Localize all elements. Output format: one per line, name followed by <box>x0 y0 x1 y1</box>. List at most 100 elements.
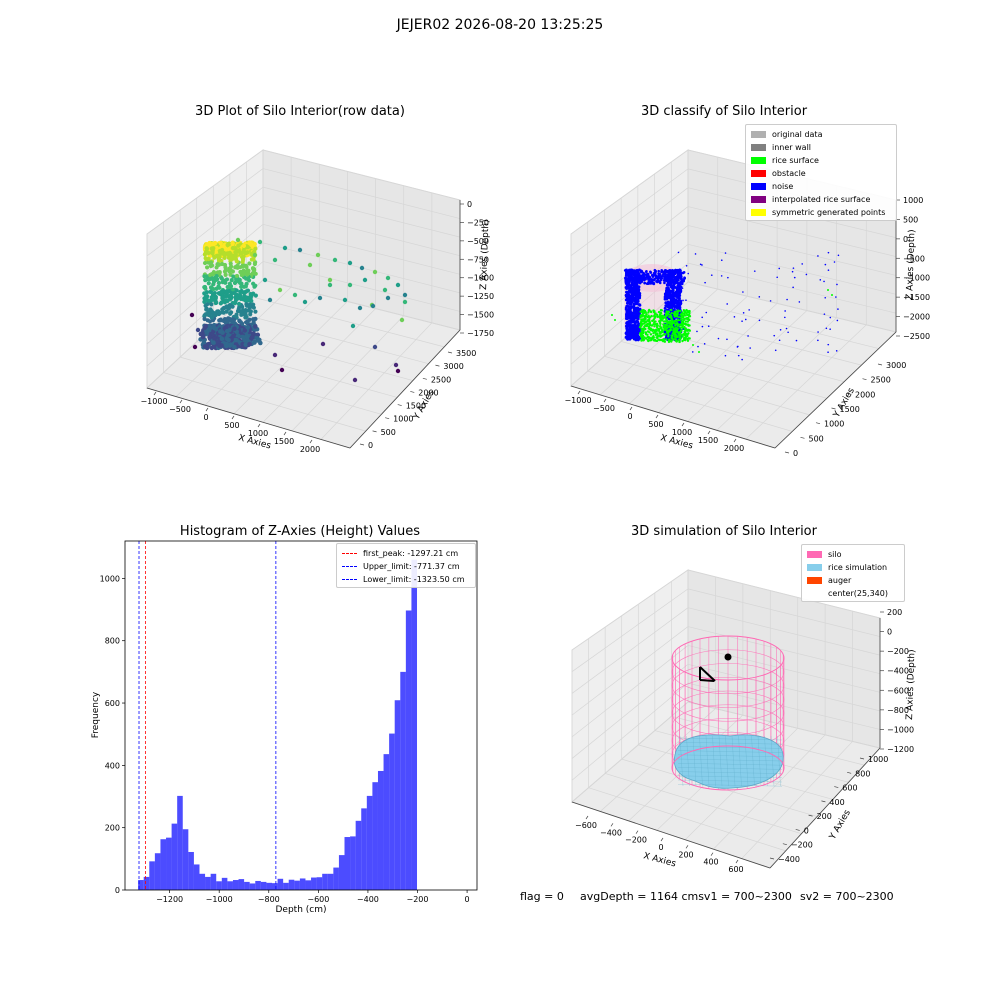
raw-point <box>229 291 234 296</box>
classify-point-rice <box>686 339 690 343</box>
raw-x-tick <box>257 423 261 428</box>
raw-point <box>246 308 251 313</box>
simulation-z-tick-label: −200 <box>887 647 909 656</box>
classify-point-noise <box>753 270 756 272</box>
raw-point <box>240 304 245 309</box>
histogram-x-tick-label: 0 <box>465 895 470 904</box>
classify-point-noise <box>629 277 632 280</box>
classify-point-rice <box>670 311 673 315</box>
classify-point-noise <box>657 269 661 273</box>
classify-grid-line <box>587 370 793 432</box>
classify-point-noise <box>720 259 723 262</box>
classify-z-tick-label: −1500 <box>903 293 930 302</box>
histogram-bar <box>188 851 194 890</box>
raw-x-tick-label: 0 <box>203 413 208 422</box>
legend-label: interpolated rice surface <box>772 195 871 204</box>
raw-grid-line <box>229 310 429 365</box>
classify-y-tick <box>831 407 836 410</box>
classify-point-noise <box>640 269 644 273</box>
raw-point <box>393 362 399 368</box>
classify-point-rice <box>674 310 678 313</box>
raw-point <box>244 333 250 339</box>
classify-point-noise <box>647 282 651 285</box>
raw-point <box>317 295 323 301</box>
classify-grid-line <box>604 355 810 416</box>
raw-point <box>236 301 242 307</box>
classify-y-tick <box>800 436 805 439</box>
classify-point-rice <box>666 331 669 334</box>
classify-point-rice <box>687 324 690 327</box>
raw-point <box>385 295 391 301</box>
raw-point <box>210 271 215 277</box>
classify-point-noise <box>691 351 694 353</box>
raw-point <box>395 368 401 374</box>
classify-point-noise <box>634 285 638 289</box>
classify-point-noise <box>629 294 633 298</box>
classify-point-noise <box>639 276 643 279</box>
raw-point <box>231 317 237 322</box>
classify-z-tick-label: 1000 <box>903 196 923 205</box>
classify-point-noise <box>630 317 634 321</box>
classify-point-noise <box>666 290 670 294</box>
classify-point-rice <box>686 320 689 323</box>
classify-point-noise <box>636 332 640 336</box>
classify-point-rice <box>684 329 688 332</box>
classify-point-noise <box>679 301 683 305</box>
classify-point-noise <box>634 281 637 285</box>
legend-line-swatch <box>342 579 357 580</box>
classify-grid-line <box>570 187 689 278</box>
classify-point-noise <box>748 309 750 311</box>
rice-mesh-line <box>677 784 783 787</box>
simulation-z-tick-label: −1200 <box>887 745 914 754</box>
classify-point-rice <box>645 313 648 316</box>
rice-mesh-line <box>718 735 723 787</box>
legend-label: noise <box>772 182 794 191</box>
raw-point <box>239 296 244 301</box>
classify-point-noise <box>829 316 832 319</box>
classify-point-noise <box>631 291 635 295</box>
classify-points <box>611 251 840 361</box>
classify-point-noise <box>663 272 667 276</box>
classify-point-noise <box>636 320 640 324</box>
histogram-bar <box>288 879 295 890</box>
silo-top-ellipse <box>671 635 785 681</box>
histogram-frame <box>124 540 478 891</box>
classify-point-noise <box>671 302 675 306</box>
classify-point-rice <box>683 338 686 342</box>
raw-point <box>245 272 250 277</box>
classify-point-noise <box>776 276 778 279</box>
legend-label: symmetric generated points <box>772 208 886 217</box>
raw-point <box>250 266 256 271</box>
classify-point-rice <box>670 340 673 343</box>
histogram-bar <box>199 873 206 890</box>
raw-point <box>209 250 214 255</box>
raw-point <box>233 250 238 255</box>
classify-point-rice <box>831 294 833 296</box>
classify-x-tick <box>655 414 659 419</box>
raw-point <box>234 259 239 264</box>
raw-x-tick-label: 1500 <box>274 437 294 446</box>
raw-point <box>327 282 333 288</box>
classify-point-rice <box>653 325 656 328</box>
classify-point-rice <box>669 328 673 332</box>
histogram-bar <box>333 867 339 890</box>
legend-swatch <box>751 196 766 203</box>
classify-point-noise <box>694 253 697 255</box>
classify-point-noise <box>657 276 660 280</box>
raw-point <box>217 249 223 254</box>
simulation-x-tick <box>635 830 639 834</box>
classify-point-rice <box>686 335 689 338</box>
classify-point-rice <box>644 311 647 314</box>
classify-point-noise <box>672 273 676 277</box>
raw-point <box>192 344 198 350</box>
classify-point-noise <box>629 305 633 309</box>
histogram-bar <box>389 733 395 890</box>
classify-point-noise <box>682 299 684 302</box>
classify-point-rice <box>650 338 653 342</box>
simulation-x-tick-label: −400 <box>600 828 622 837</box>
raw-y-tick-label: 500 <box>381 428 396 437</box>
classify-y-tick-label: 1500 <box>840 405 860 414</box>
classify-point-noise <box>637 285 641 289</box>
classify-point-noise <box>631 331 635 335</box>
raw-point <box>243 342 249 347</box>
